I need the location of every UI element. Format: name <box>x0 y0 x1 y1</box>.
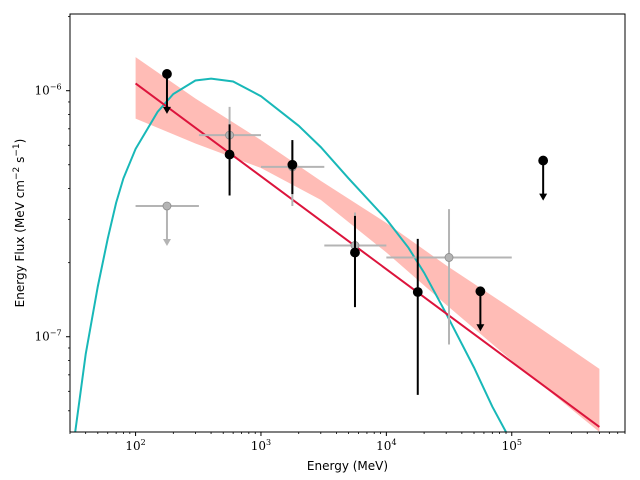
axis-ticks: 102 103 104 105 10−6 10−7 <box>34 16 626 453</box>
black-point-1-arrow-head <box>162 106 171 114</box>
gray-point-5-marker <box>444 253 454 262</box>
y-tick-label-2: 10−7 <box>34 329 61 344</box>
black-point-1 <box>162 69 172 114</box>
gray-point-1 <box>135 201 199 246</box>
black-point-7 <box>538 155 549 201</box>
black-point-6 <box>475 286 486 332</box>
gray-point-1-arrow-head <box>162 238 171 246</box>
gray-point-1-marker <box>162 201 172 211</box>
black-point-2 <box>224 124 235 196</box>
black-point-6-arrow-head <box>476 324 485 332</box>
x-tick-label-4: 105 <box>502 438 522 453</box>
black-point-1-marker <box>162 69 172 79</box>
black-point-7-arrow-head <box>539 193 548 201</box>
black-point-7-marker <box>538 155 549 166</box>
plot-area <box>74 57 600 432</box>
model-curve <box>74 77 507 432</box>
black-point-4-marker <box>350 247 360 258</box>
black-point-4 <box>350 215 360 308</box>
x-axis-label: Energy (MeV) <box>307 459 388 473</box>
x-tick-label-2: 103 <box>251 438 271 453</box>
x-tick-label-1: 102 <box>125 438 145 453</box>
black-point-5 <box>412 238 423 395</box>
x-tick-label-3: 104 <box>376 438 396 453</box>
y-tick-label-1: 10−6 <box>34 83 61 98</box>
black-point-6-marker <box>475 286 486 297</box>
fit-confidence-band <box>135 57 600 432</box>
black-point-5-marker <box>412 287 423 297</box>
fit-line <box>134 82 600 428</box>
gray-point-5 <box>386 209 512 345</box>
black-point-3-marker <box>287 159 298 170</box>
black-point-3 <box>287 140 298 195</box>
plot-frame <box>69 13 626 433</box>
black-point-2-marker <box>224 149 235 160</box>
y-axis-label: Energy Flux (MeV cm−2 s−1) <box>12 139 27 308</box>
